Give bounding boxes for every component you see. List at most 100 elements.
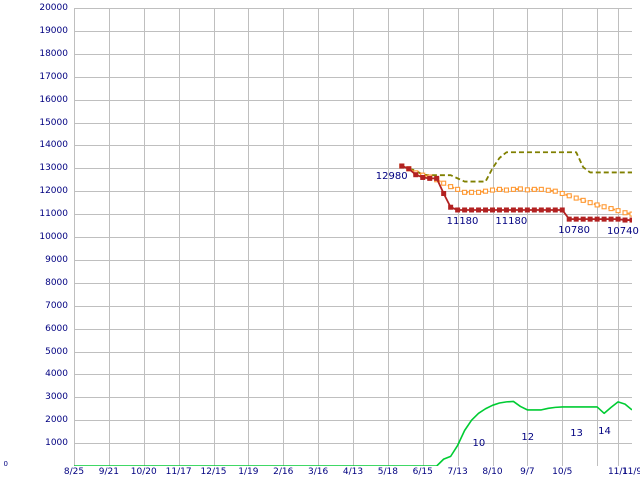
series-marker [601, 216, 607, 222]
x-axis-tick-label: 6/15 [412, 467, 433, 477]
series-marker [566, 216, 572, 222]
x-axis-tick-label: 9/21 [98, 467, 119, 477]
series-marker [462, 207, 468, 213]
x-axis-tick-label: 11/1 [607, 467, 629, 477]
series-marker [587, 216, 593, 222]
series-data-label: 13 [570, 428, 583, 440]
series-marker [503, 187, 510, 193]
x-axis-tick-label: 11/17 [165, 467, 192, 477]
series-marker [524, 187, 530, 193]
series-marker [622, 210, 628, 216]
series-marker [552, 188, 558, 194]
series-marker [629, 217, 632, 223]
series-marker [455, 207, 461, 213]
series-marker [496, 207, 502, 213]
series-marker [531, 186, 537, 192]
series-green-series [74, 400, 632, 466]
y-axis-tick-label: 8000 [45, 277, 68, 288]
y-axis-tick-label: 7000 [45, 300, 68, 311]
series-red-series [399, 163, 632, 223]
series-marker [559, 190, 565, 197]
series-marker [483, 207, 489, 213]
plot-svg [74, 8, 632, 466]
series-data-label: 11180 [446, 215, 479, 227]
x-axis-tick-label: 5/18 [377, 467, 398, 477]
series-data-label: 10780 [558, 225, 590, 237]
x-axis-tick-label: 8/25 [63, 467, 85, 477]
y-axis-tick-label: 10000 [39, 232, 68, 242]
y-axis-tick-label: 5000 [45, 346, 68, 357]
series-marker [413, 172, 419, 178]
y-axis-tick-label: 20000 [39, 3, 68, 13]
series-line [401, 165, 632, 215]
series-marker [545, 207, 551, 213]
series-data-label: 12980 [375, 170, 408, 182]
y-axis-labels: 0 1000 2000 3000 4000 5000 6000 7000 8000 9000 100… [0, 0, 72, 480]
series-marker [503, 207, 509, 213]
series-marker [496, 186, 503, 192]
series-marker [475, 189, 482, 195]
series-marker [524, 207, 530, 213]
y-axis-tick-label: 13000 [39, 163, 68, 174]
y-axis-tick-label: 15000 [39, 117, 68, 128]
y-axis-tick-label: 2000 [45, 415, 68, 426]
series-marker [517, 186, 523, 192]
series-marker [580, 197, 586, 203]
series-marker [490, 207, 495, 213]
series-marker [420, 174, 426, 180]
x-axis-tick-label: 9/7 [520, 467, 535, 477]
x-axis-tick-label: 12/15 [200, 467, 227, 477]
x-axis-tick-label: 1/19 [238, 467, 259, 477]
x-axis-tick-label: 10/5 [552, 467, 573, 477]
y-axis-tick-label: 14000 [39, 140, 68, 151]
series-marker [434, 175, 440, 181]
y-axis-tick-label: 9000 [45, 254, 68, 265]
series-marker [455, 186, 461, 192]
series-marker [448, 204, 454, 210]
series-marker [608, 216, 614, 222]
series-marker [510, 207, 516, 213]
series-data-label: 10740 [607, 226, 639, 238]
series-marker [615, 216, 621, 222]
series-marker [441, 180, 447, 186]
series-marker [545, 187, 551, 193]
series-data-label: 11180 [495, 215, 528, 227]
series-marker [469, 207, 475, 213]
y-axis-tick-label: 4000 [45, 369, 68, 380]
x-axis-tick-label: 7/13 [447, 467, 468, 477]
series-marker [427, 175, 433, 181]
series-marker [552, 207, 558, 213]
y-axis-tick-label: 17000 [39, 71, 68, 82]
series-marker [399, 163, 405, 169]
series-line [401, 165, 632, 221]
series-marker [601, 204, 607, 210]
series-marker [462, 189, 468, 195]
y-axis-tick-label: 18000 [39, 48, 68, 59]
x-axis-tick-label: 4/13 [342, 467, 364, 477]
series-marker [441, 190, 447, 196]
x-axis-tick-label: 2/16 [273, 467, 294, 477]
series-olive-series [401, 151, 632, 183]
series-marker [482, 188, 489, 194]
y-axis-tick-label: 19000 [39, 25, 68, 36]
series-marker [594, 202, 600, 208]
series-marker [538, 186, 544, 192]
series-data-label: 10 [472, 437, 486, 449]
series-line [401, 151, 632, 183]
series-data-label: 14 [598, 426, 611, 438]
series-marker [531, 207, 537, 213]
series-marker [587, 200, 593, 206]
series-marker [615, 208, 621, 214]
series-marker [510, 186, 516, 192]
y-axis-tick-label: 12000 [39, 186, 68, 197]
y-axis-tick-label: 6000 [45, 323, 68, 334]
series-marker [448, 184, 454, 190]
series-marker [517, 207, 523, 213]
series-marker [629, 211, 632, 217]
y-axis-tick-label: 16000 [39, 94, 68, 105]
series-data-label: 12 [521, 431, 535, 443]
series-marker [622, 217, 628, 223]
y-axis-tick-label: 0 [3, 460, 8, 468]
series-marker [608, 206, 614, 212]
series-marker [469, 189, 475, 195]
